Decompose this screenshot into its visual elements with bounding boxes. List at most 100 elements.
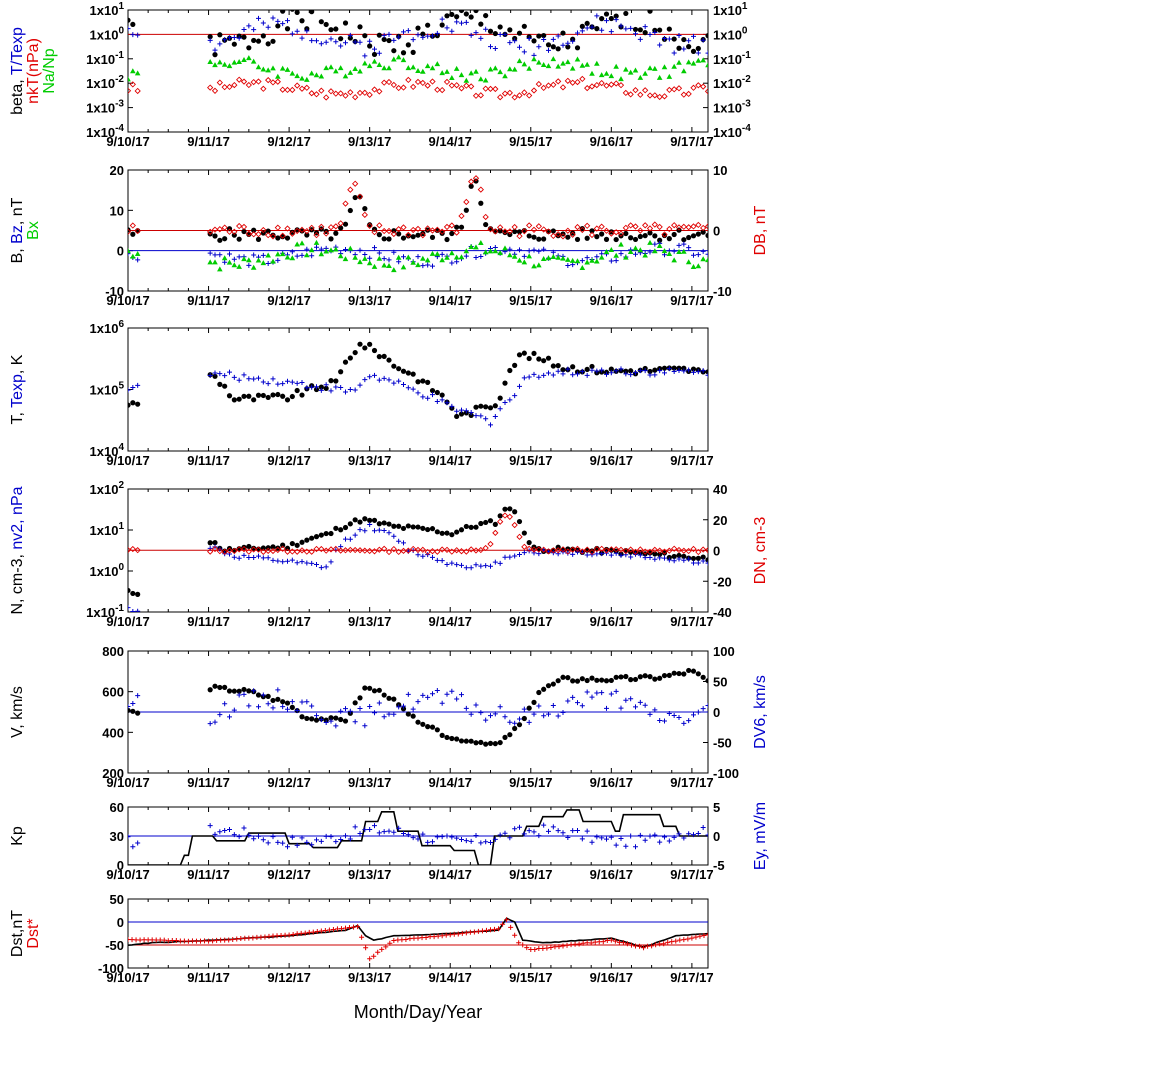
- nkT(nPa)-point: [593, 81, 600, 89]
- nv2-point: [260, 555, 266, 561]
- beta-point: [425, 22, 431, 28]
- x-tick-label: 9/14/17: [429, 614, 472, 629]
- B-point: [236, 236, 242, 242]
- beta-point: [371, 51, 378, 58]
- Ey-point: [420, 831, 426, 837]
- V-point: [444, 734, 450, 741]
- nkT(nPa)-point: [284, 86, 291, 94]
- nkT(nPa)-point: [342, 92, 349, 99]
- Ey-point: [352, 824, 358, 830]
- T/Texp-point: [575, 30, 580, 36]
- T-point: [458, 411, 465, 417]
- T-point: [400, 368, 407, 374]
- y-tick-label: 30: [110, 829, 124, 844]
- V-point: [415, 719, 421, 725]
- y-tick-label: 600: [102, 685, 124, 700]
- Na/Np-point: [376, 61, 383, 67]
- DB-point: [598, 223, 605, 230]
- DV6-point: [521, 706, 527, 712]
- Dst*-point: [576, 941, 582, 947]
- T/Texp-point: [633, 31, 638, 37]
- Na/Np-point: [492, 65, 499, 71]
- Na/Np-point: [212, 62, 218, 68]
- y-axis-label: Kp: [9, 826, 26, 846]
- Bz-point: [376, 250, 382, 256]
- Bx-point: [652, 248, 658, 254]
- DB-point: [501, 228, 509, 235]
- B-point: [396, 231, 402, 237]
- N-point: [429, 526, 436, 532]
- N-point: [589, 548, 595, 554]
- nkT(nPa)-point: [216, 79, 223, 86]
- T-point: [555, 363, 561, 369]
- beta-point: [608, 15, 614, 22]
- Texp-point: [512, 393, 518, 399]
- B-point: [705, 232, 708, 239]
- nv2-point: [391, 533, 397, 539]
- V-point: [628, 677, 634, 683]
- DN-point: [487, 540, 494, 548]
- beta-point: [314, 5, 319, 10]
- nv2-point: [410, 547, 416, 553]
- T-point: [251, 397, 257, 403]
- DV6-point: [217, 712, 223, 718]
- DV6-point: [367, 703, 373, 709]
- y-tick-label-right: 1x10-3: [713, 99, 751, 116]
- Texp-point: [212, 370, 218, 376]
- Dst*-point: [697, 933, 703, 939]
- y-tick-label: 1x10-4: [86, 123, 124, 140]
- DB-point: [511, 223, 518, 231]
- T-point: [434, 389, 440, 396]
- T/Texp-point: [691, 33, 696, 39]
- Ey-point: [367, 827, 373, 833]
- nkT(nPa)-point: [337, 90, 344, 97]
- T/Texp-point: [135, 32, 141, 38]
- T/Texp-point: [526, 36, 532, 42]
- x-tick-label: 9/13/17: [348, 293, 391, 308]
- Na/Np-point: [415, 67, 421, 73]
- Dst*-point: [326, 927, 332, 933]
- N-point: [284, 545, 291, 551]
- Texp-point: [207, 373, 213, 379]
- Bx-point: [569, 257, 576, 263]
- DN-point: [651, 546, 658, 553]
- Na/Np-point: [352, 65, 358, 71]
- Bx-point: [623, 254, 629, 260]
- V-point: [304, 715, 310, 722]
- Na/Np-point: [681, 68, 687, 74]
- y-tick-label: 1x10-3: [86, 99, 124, 116]
- nv2-point: [376, 527, 382, 533]
- B-point: [642, 233, 648, 239]
- T/Texp-point: [686, 38, 692, 44]
- Dst*-point: [492, 926, 498, 932]
- T/Texp-point: [343, 40, 348, 46]
- Ey-point: [251, 836, 257, 842]
- DN-point: [231, 547, 238, 555]
- B-point: [130, 231, 136, 237]
- beta-point: [338, 36, 344, 42]
- Na/Np-point: [589, 70, 595, 76]
- series-T/Texp: [128, 13, 708, 59]
- Texp-point: [352, 387, 358, 393]
- Ey-point: [492, 836, 498, 842]
- V-point: [357, 695, 363, 701]
- B-point: [342, 221, 349, 227]
- nkT(nPa)-point: [434, 86, 441, 93]
- Dst*-point: [302, 930, 308, 936]
- DB-point: [482, 213, 489, 221]
- T-point: [560, 367, 566, 373]
- nkT(nPa)-point: [651, 92, 658, 99]
- T/Texp-point: [227, 35, 232, 41]
- DB-point: [646, 225, 654, 232]
- N-point: [458, 527, 465, 533]
- DN-point: [216, 547, 223, 555]
- Bx-point: [275, 251, 281, 257]
- Bz-point: [454, 259, 460, 265]
- DV6-point: [594, 690, 600, 696]
- DB-point: [332, 223, 339, 230]
- nkT(nPa)-point: [245, 81, 252, 89]
- DN-point: [265, 547, 272, 554]
- Ey-point: [695, 830, 701, 836]
- Na/Np-point: [685, 59, 692, 65]
- beta-point: [550, 44, 556, 50]
